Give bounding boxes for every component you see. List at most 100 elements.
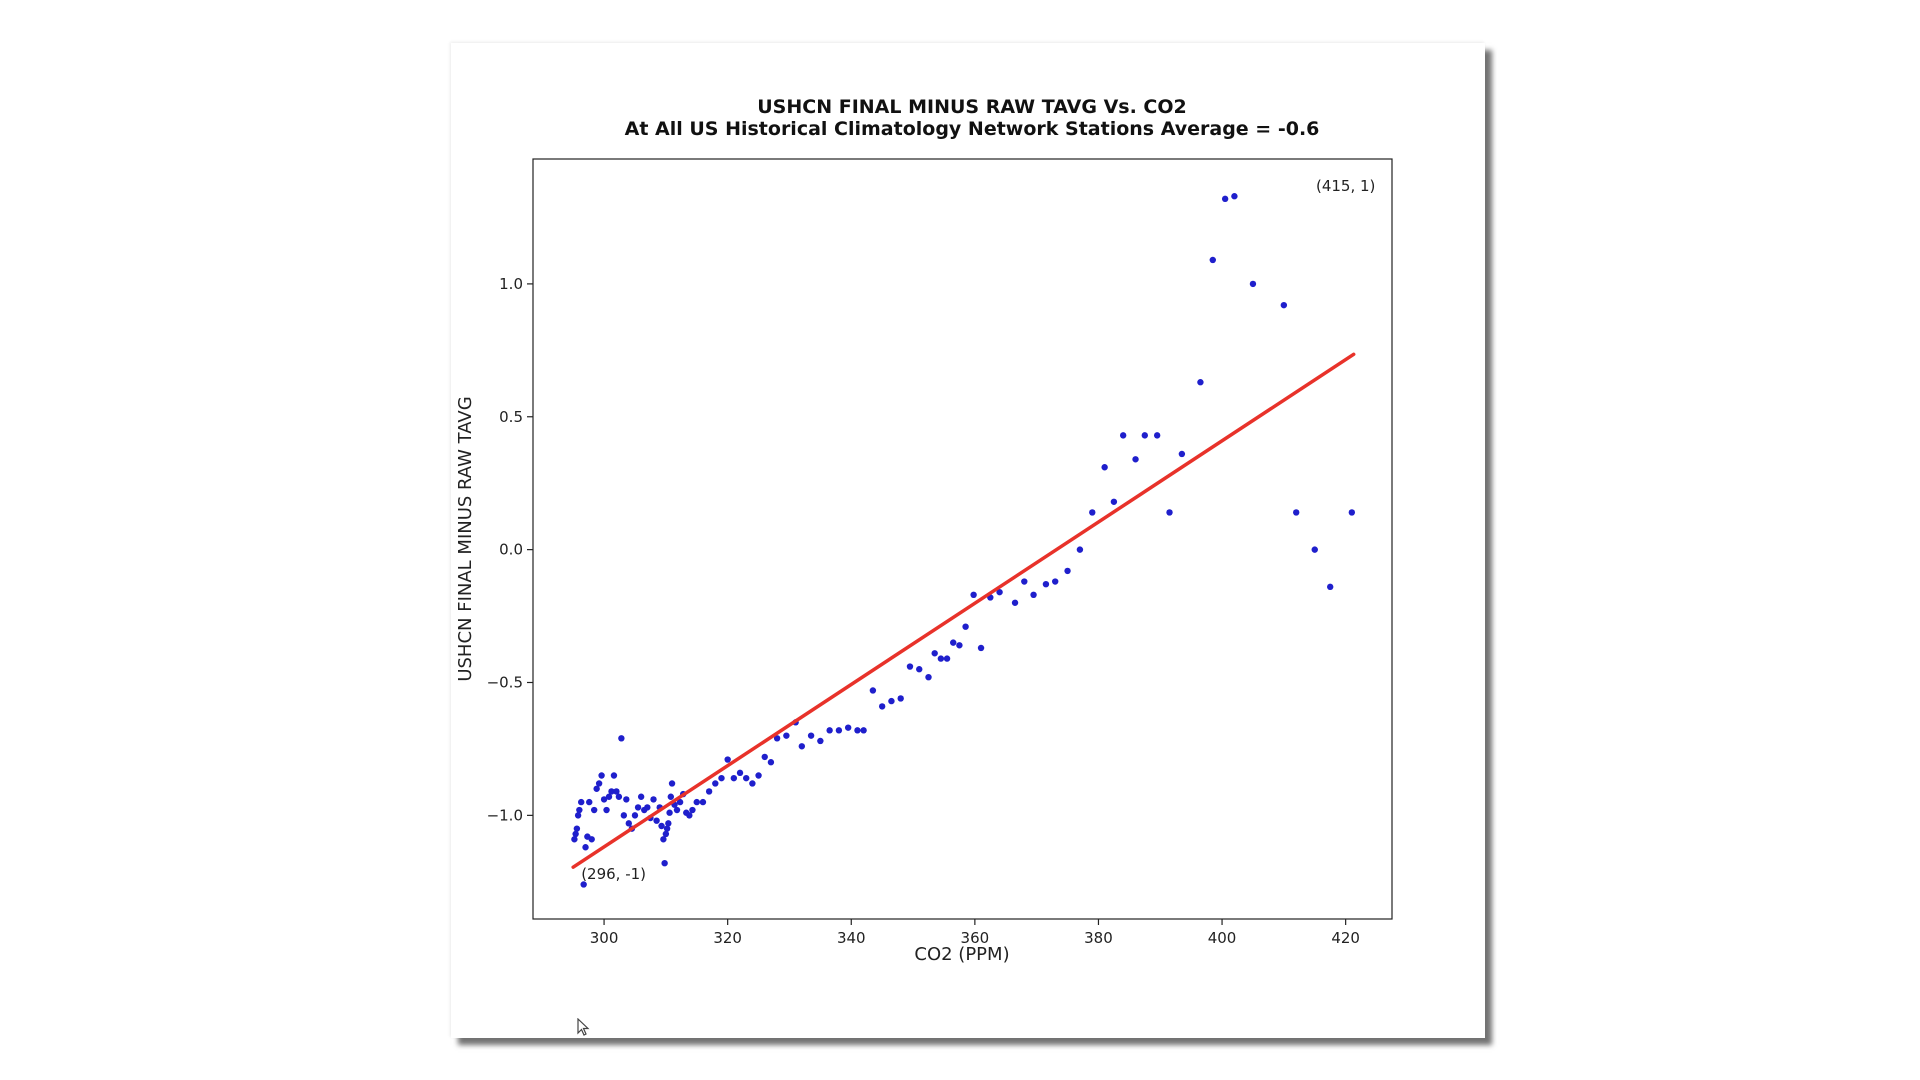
y-tick-label: 0.5 <box>499 408 523 426</box>
data-point <box>1030 591 1037 599</box>
data-point <box>573 825 581 832</box>
data-point <box>634 804 642 811</box>
data-point <box>1064 567 1071 575</box>
data-point <box>661 859 668 867</box>
data-point <box>665 820 672 827</box>
data-point <box>1166 509 1173 516</box>
annotations: (296, -1) (415, 1) <box>581 177 1375 883</box>
y-axis: −1.0 −0.5 0.0 0.5 1.0 <box>487 275 533 824</box>
data-point <box>773 735 781 742</box>
data-point <box>1153 432 1161 439</box>
x-tick-label: 300 <box>590 929 619 947</box>
data-point <box>761 753 768 761</box>
data-point <box>730 774 738 782</box>
data-point <box>835 727 843 734</box>
data-point <box>618 735 625 742</box>
data-point <box>970 591 977 599</box>
x-axis-label: CO2 (PPM) <box>914 944 1009 965</box>
data-points <box>571 193 1356 888</box>
data-point <box>767 759 775 766</box>
data-point <box>572 830 579 838</box>
data-point <box>1110 498 1118 505</box>
annotation-label: (415, 1) <box>1316 177 1375 195</box>
data-point <box>1119 432 1127 439</box>
chart-subtitle: At All US Historical Climatology Network… <box>625 118 1320 140</box>
data-point <box>1141 432 1149 439</box>
data-point <box>610 772 618 779</box>
data-point <box>693 798 700 806</box>
data-point <box>755 772 762 779</box>
data-point <box>1178 450 1186 458</box>
data-point <box>1021 578 1028 585</box>
data-point <box>631 812 639 819</box>
plot-frame <box>532 158 1393 920</box>
data-point <box>962 623 969 630</box>
data-point <box>590 806 598 814</box>
data-point <box>686 812 693 819</box>
data-point <box>977 644 985 652</box>
data-point <box>620 812 628 819</box>
data-point <box>724 756 731 763</box>
data-point <box>705 788 713 795</box>
data-point <box>1011 599 1019 606</box>
data-point <box>916 666 923 673</box>
x-tick-label: 420 <box>1331 929 1360 947</box>
data-point <box>1293 509 1300 516</box>
x-axis: 300 320 340 360 380 400 420 <box>590 919 1360 947</box>
mouse-cursor-icon <box>577 1018 590 1036</box>
x-tick-label: 340 <box>837 929 866 947</box>
data-point <box>817 737 824 745</box>
data-point <box>931 650 938 657</box>
data-point <box>625 820 632 827</box>
data-point <box>673 806 681 814</box>
x-tick-label: 360 <box>961 929 990 947</box>
data-point <box>783 732 790 739</box>
data-point <box>1311 546 1318 553</box>
data-point <box>662 830 670 838</box>
data-point <box>1280 301 1288 309</box>
annotation-label: (296, -1) <box>581 865 646 883</box>
data-point <box>950 639 957 646</box>
data-point <box>667 793 675 800</box>
data-point <box>854 727 861 734</box>
data-point <box>576 806 583 814</box>
x-tick-label: 320 <box>713 929 742 947</box>
data-point <box>943 655 951 662</box>
data-point <box>578 798 585 806</box>
y-axis-label: USHCN FINAL MINUS RAW TAVG <box>455 396 476 681</box>
data-point <box>1249 280 1257 288</box>
scatter-chart: USHCN FINAL MINUS RAW TAVG Vs. CO2 At Al… <box>455 96 1393 965</box>
data-point <box>860 727 867 734</box>
data-point <box>605 793 613 800</box>
data-point <box>658 822 665 830</box>
data-point <box>1327 583 1334 591</box>
data-point <box>637 793 645 800</box>
data-point <box>996 588 1003 596</box>
y-tick-label: −1.0 <box>487 806 523 824</box>
data-point <box>956 642 963 649</box>
data-point <box>937 655 945 662</box>
data-point <box>718 774 725 782</box>
y-tick-label: −0.5 <box>487 673 523 691</box>
data-point <box>1042 580 1050 588</box>
data-point <box>600 796 608 803</box>
data-point <box>603 806 610 814</box>
data-point <box>925 673 932 681</box>
data-point <box>613 788 620 795</box>
data-point <box>595 780 603 787</box>
data-point <box>897 695 904 702</box>
data-point <box>650 796 657 803</box>
data-point <box>1231 193 1238 200</box>
data-point <box>1348 509 1356 516</box>
data-point <box>660 836 667 843</box>
figure-card: USHCN FINAL MINUS RAW TAVG Vs. CO2 At Al… <box>451 43 1485 1038</box>
data-point <box>608 788 615 795</box>
data-point <box>653 817 660 824</box>
data-point <box>574 812 582 819</box>
trend-line <box>571 352 1356 869</box>
data-point <box>1221 195 1229 203</box>
data-point <box>666 809 673 816</box>
data-point <box>743 774 750 782</box>
data-point <box>699 798 707 806</box>
data-point <box>668 780 676 787</box>
